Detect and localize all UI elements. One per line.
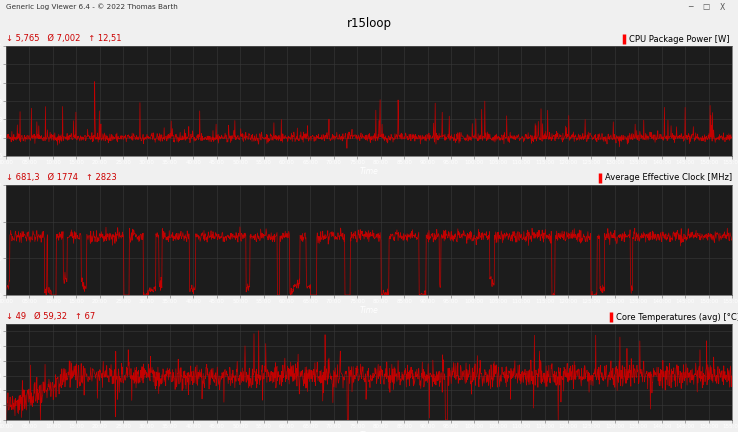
Text: □: □ (703, 3, 710, 12)
X-axis label: Time: Time (359, 167, 379, 175)
Text: −: − (687, 3, 693, 12)
X-axis label: Time: Time (359, 431, 379, 432)
X-axis label: Time: Time (359, 305, 379, 314)
Text: Core Temperatures (avg) [°C]: Core Temperatures (avg) [°C] (616, 312, 738, 321)
Text: Generic Log Viewer 6.4 - © 2022 Thomas Barth: Generic Log Viewer 6.4 - © 2022 Thomas B… (6, 3, 178, 10)
Text: r15loop: r15loop (347, 17, 391, 30)
Text: CPU Package Power [W]: CPU Package Power [W] (629, 35, 729, 44)
Text: ↓ 5,765   Ø 7,002   ↑ 12,51: ↓ 5,765 Ø 7,002 ↑ 12,51 (6, 35, 122, 44)
Text: ↓ 681,3   Ø 1774   ↑ 2823: ↓ 681,3 Ø 1774 ↑ 2823 (6, 174, 117, 182)
Text: ↓ 49   Ø 59,32   ↑ 67: ↓ 49 Ø 59,32 ↑ 67 (6, 312, 95, 321)
Text: X: X (720, 3, 725, 12)
Text: Average Effective Clock [MHz]: Average Effective Clock [MHz] (605, 174, 732, 182)
